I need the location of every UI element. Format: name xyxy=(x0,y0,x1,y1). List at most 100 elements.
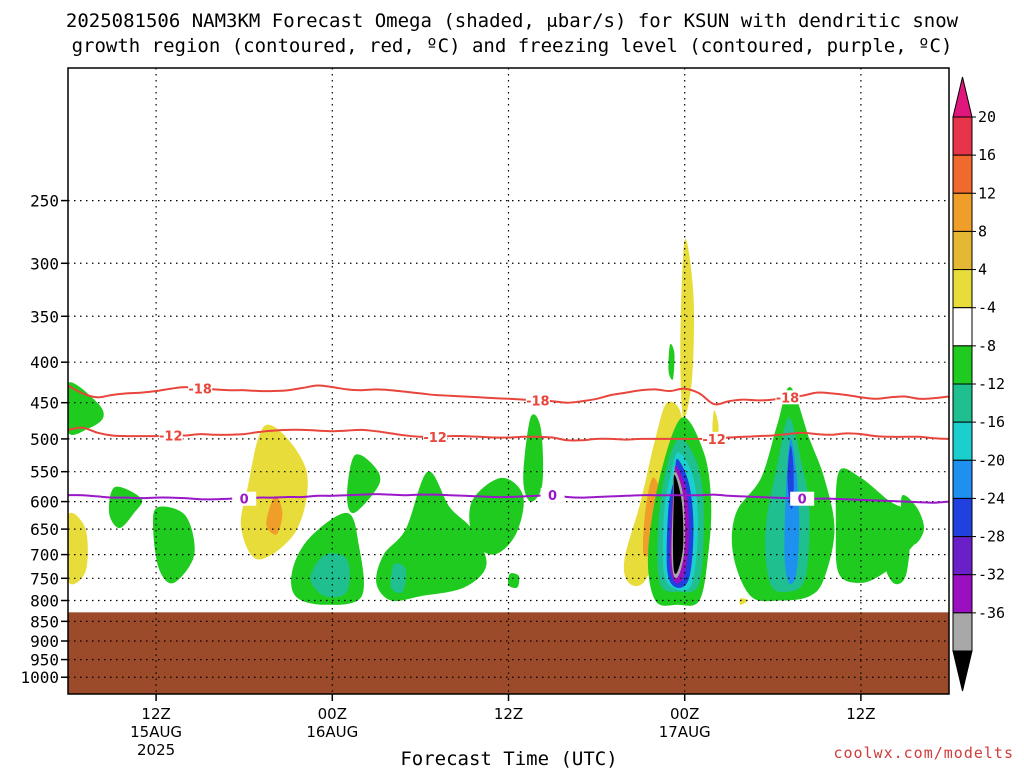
colorbar-swatch-3 xyxy=(952,230,973,271)
colorbar-swatch-1 xyxy=(952,154,973,194)
omega-green-blob-1 xyxy=(68,382,104,435)
terrain-below-ground xyxy=(68,612,949,694)
contour-label-bg-dgz-upper xyxy=(525,393,550,408)
y-tick-label-650: 650 xyxy=(30,520,59,539)
contour-label-dgz-lower: -12 xyxy=(423,431,447,446)
chart-title-line2: growth region (contoured, red, ºC) and f… xyxy=(72,35,953,57)
contour-label-bg-freezing-level xyxy=(540,488,565,503)
x-tick-date-24: 16AUG xyxy=(306,723,358,741)
y-tick-label-700: 700 xyxy=(30,546,59,565)
colorbar-swatch-11 xyxy=(952,536,973,576)
y-tick-label-600: 600 xyxy=(30,493,59,512)
y-tick-label-500: 500 xyxy=(30,430,59,449)
omega-yellow-blob-2 xyxy=(240,424,308,560)
colorbar-swatch-6 xyxy=(952,345,973,385)
colorbar-label-1: 16 xyxy=(978,146,996,164)
colorbar-label-11: -28 xyxy=(978,528,1005,546)
y-tick-label-450: 450 xyxy=(30,394,59,413)
omega-green-blob-9 xyxy=(507,573,520,589)
y-tick-label-850: 850 xyxy=(30,612,59,631)
colorbar-label-8: -16 xyxy=(978,413,1005,431)
colorbar-label-0: 20 xyxy=(978,108,996,126)
x-tick-label-12: 12Z xyxy=(141,705,170,723)
omega-yellow-tower-upper xyxy=(680,238,695,419)
colorbar-label-12: -32 xyxy=(978,566,1005,584)
x-tick-label-36: 12Z xyxy=(494,705,523,723)
omega-yellow-speck-1 xyxy=(712,410,719,440)
colorbar-swatch-7 xyxy=(952,383,973,423)
colorbar-label-6: -8 xyxy=(978,337,996,355)
x-tick-label-48: 00Z xyxy=(670,705,699,723)
colorbar-bottom-arrow xyxy=(952,650,973,692)
colorbar-label-7: -12 xyxy=(978,375,1005,393)
contour-dgz-upper xyxy=(68,384,949,406)
contour-label-dgz-lower: -12 xyxy=(159,429,183,444)
contour-label-bg-freezing-level xyxy=(232,491,257,506)
omega-black-core-11 xyxy=(672,474,684,575)
y-tick-label-950: 950 xyxy=(30,651,59,670)
contour-label-dgz-upper: -18 xyxy=(776,391,800,406)
omega-teal-core-4 xyxy=(310,553,350,598)
colorbar-label-4: 4 xyxy=(978,261,987,279)
colorbar-swatch-10 xyxy=(952,497,973,538)
x-tick-label-24: 00Z xyxy=(318,705,347,723)
colorbar-swatch-4 xyxy=(952,269,973,309)
contour-label-freezing-level: 0 xyxy=(240,493,249,508)
colorbar-label-13: -36 xyxy=(978,604,1005,622)
contour-dgz-lower xyxy=(68,426,949,442)
y-tick-label-250: 250 xyxy=(30,192,59,211)
omega-shading xyxy=(68,238,925,606)
colorbar-label-10: -24 xyxy=(978,489,1005,507)
colorbar-swatch-13 xyxy=(952,612,973,652)
pressure-axis: 2503003504004505005506006507007508008509… xyxy=(20,192,68,687)
omega-green-blob-3 xyxy=(152,506,195,584)
y-tick-label-900: 900 xyxy=(30,632,59,651)
contour-label-dgz-upper: -18 xyxy=(526,394,550,409)
colorbar: 20 16 12 8 4 -4 -8 -12 -16 -20 -24 -28 -32 -36 xyxy=(952,76,1005,692)
x-tick-date-48: 17AUG xyxy=(659,723,711,741)
colorbar-label-2: 12 xyxy=(978,184,996,202)
credit-link[interactable]: coolwx.com/modelts xyxy=(833,744,1014,762)
contour-label-freezing-level: 0 xyxy=(798,493,807,508)
contour-label-bg-dgz-lower xyxy=(423,429,448,444)
contour-label-bg-dgz-upper xyxy=(775,390,800,405)
contour-label-freezing-level: 0 xyxy=(548,489,557,504)
colorbar-swatch-0 xyxy=(952,116,973,156)
contour-label-bg-freezing-level xyxy=(790,491,815,506)
y-tick-label-800: 800 xyxy=(30,592,59,611)
omega-green-blob-5 xyxy=(347,454,381,514)
contour-label-bg-dgz-lower xyxy=(702,431,727,446)
contour-label-bg-dgz-upper xyxy=(188,381,213,396)
chart-title-line1: 2025081506 NAM3KM Forecast Omega (shaded… xyxy=(66,10,959,32)
y-tick-label-1000: 1000 xyxy=(20,668,59,687)
contour-label-bg-dgz-lower xyxy=(158,428,183,443)
colorbar-swatch-9 xyxy=(952,459,973,499)
contour-labels: -18 -18 -18 -12 -12 -12 0 0 0 xyxy=(158,381,815,508)
y-tick-label-350: 350 xyxy=(30,307,59,326)
omega-orange-core-2 xyxy=(266,495,283,535)
omega-yellow-blob-1 xyxy=(68,512,88,585)
colorbar-label-3: 8 xyxy=(978,222,987,240)
omega-yellow-speck-2 xyxy=(739,598,748,605)
omega-green-wisp-upper xyxy=(668,343,675,380)
x-tick-year-12: 2025 xyxy=(137,741,175,759)
grid-lines xyxy=(68,68,949,694)
x-tick-date-12: 15AUG xyxy=(130,723,182,741)
colorbar-swatch-12 xyxy=(952,574,973,614)
x-tick-label-60: 12Z xyxy=(846,705,875,723)
colorbar-swatch-5 xyxy=(952,307,973,347)
x-axis-label: Forecast Time (UTC) xyxy=(400,748,617,768)
y-tick-label-400: 400 xyxy=(30,353,59,372)
colorbar-swatch-2 xyxy=(952,192,973,232)
colorbar-top-arrow xyxy=(952,76,973,118)
contour-label-dgz-lower: -12 xyxy=(702,433,726,448)
colorbar-swatch-8 xyxy=(952,421,973,461)
y-tick-label-550: 550 xyxy=(30,463,59,482)
y-tick-label-750: 750 xyxy=(30,569,59,588)
y-tick-label-300: 300 xyxy=(30,254,59,273)
contour-label-dgz-upper: -18 xyxy=(188,383,212,398)
colorbar-label-5: -4 xyxy=(978,299,996,317)
colorbar-label-9: -20 xyxy=(978,451,1005,469)
